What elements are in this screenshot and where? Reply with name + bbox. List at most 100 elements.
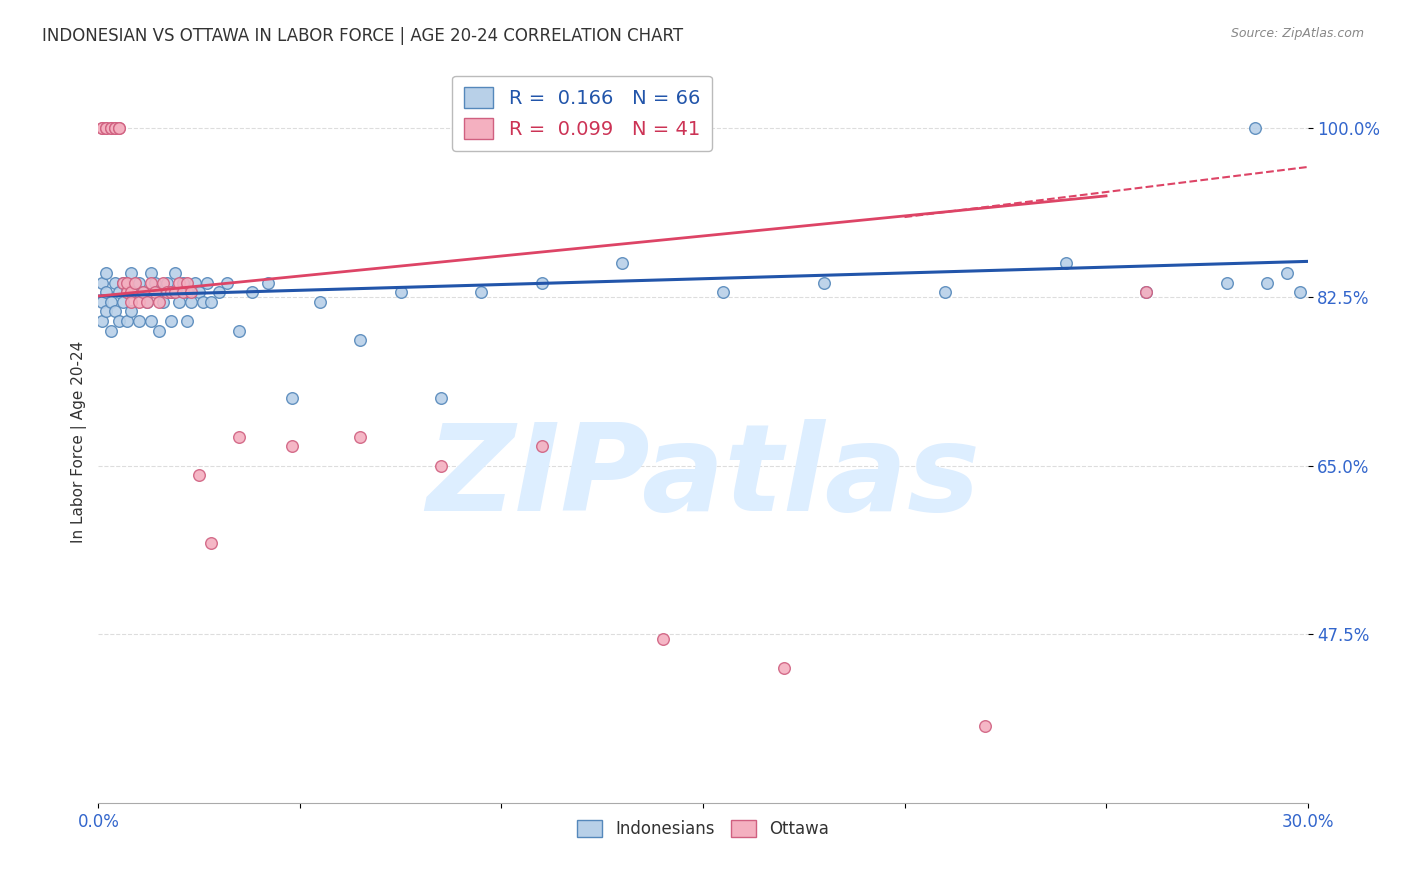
Point [111,276,134,290]
Point [107,121,129,136]
Point [530,439,553,453]
Point [107,121,129,136]
Point [135,294,157,309]
Point [349,430,371,444]
Point [813,276,835,290]
Point [143,276,166,290]
Point [530,276,553,290]
Point [103,276,125,290]
Point [156,276,179,290]
Point [167,294,190,309]
Point [96,304,118,318]
Point [281,391,304,405]
Point [163,285,186,300]
Point [152,294,174,309]
Point [184,276,207,290]
Point [111,276,134,290]
Point [91,121,114,136]
Point [1216,276,1239,290]
Point [176,276,198,290]
Point [349,334,371,348]
Point [180,294,202,309]
Point [128,276,150,290]
Point [124,285,146,300]
Point [100,294,122,309]
Point [107,285,129,300]
Point [1244,121,1267,136]
Point [1277,266,1299,280]
Point [228,324,250,338]
Point [103,121,125,136]
Text: ZIPatlas: ZIPatlas [426,419,980,536]
Point [156,285,179,300]
Point [430,458,453,473]
Point [120,266,142,280]
Point [309,294,332,309]
Point [160,285,183,300]
Point [172,285,194,300]
Point [96,266,118,280]
Point [115,285,138,300]
Point [96,285,118,300]
Point [120,304,142,318]
Point [281,439,304,453]
Point [96,121,118,136]
Text: INDONESIAN VS OTTAWA IN LABOR FORCE | AGE 20-24 CORRELATION CHART: INDONESIAN VS OTTAWA IN LABOR FORCE | AG… [42,27,683,45]
Point [430,391,453,405]
Point [120,285,142,300]
Point [612,256,634,270]
Point [100,324,122,338]
Point [96,121,118,136]
Point [160,314,183,328]
Point [176,285,198,300]
Point [651,632,673,646]
Text: Source: ZipAtlas.com: Source: ZipAtlas.com [1230,27,1364,40]
Point [188,468,211,483]
Point [160,285,183,300]
Point [132,285,155,300]
Point [176,314,198,328]
Point [772,661,794,675]
Point [195,276,218,290]
Point [132,285,155,300]
Point [193,294,215,309]
Point [120,294,142,309]
Point [1256,276,1278,290]
Point [389,285,412,300]
Y-axis label: In Labor Force | Age 20-24: In Labor Force | Age 20-24 [72,341,87,542]
Point [148,324,170,338]
Point [208,285,231,300]
Point [91,276,114,290]
Point [152,276,174,290]
Point [470,285,492,300]
Point [103,304,125,318]
Point [91,314,114,328]
Point [180,285,202,300]
Point [128,314,150,328]
Point [200,294,222,309]
Point [148,294,170,309]
Point [217,276,239,290]
Point [163,266,186,280]
Point [128,294,150,309]
Point [167,276,190,290]
Legend: Indonesians, Ottawa: Indonesians, Ottawa [569,814,837,845]
Point [1054,256,1077,270]
Point [256,276,278,290]
Point [148,285,170,300]
Point [711,285,734,300]
Point [135,294,157,309]
Point [107,314,129,328]
Point [115,285,138,300]
Point [103,121,125,136]
Point [1135,285,1157,300]
Point [139,314,162,328]
Point [100,121,122,136]
Point [91,121,114,136]
Point [200,535,222,549]
Point [974,719,997,733]
Point [100,121,122,136]
Point [143,285,166,300]
Point [1288,285,1310,300]
Point [91,294,114,309]
